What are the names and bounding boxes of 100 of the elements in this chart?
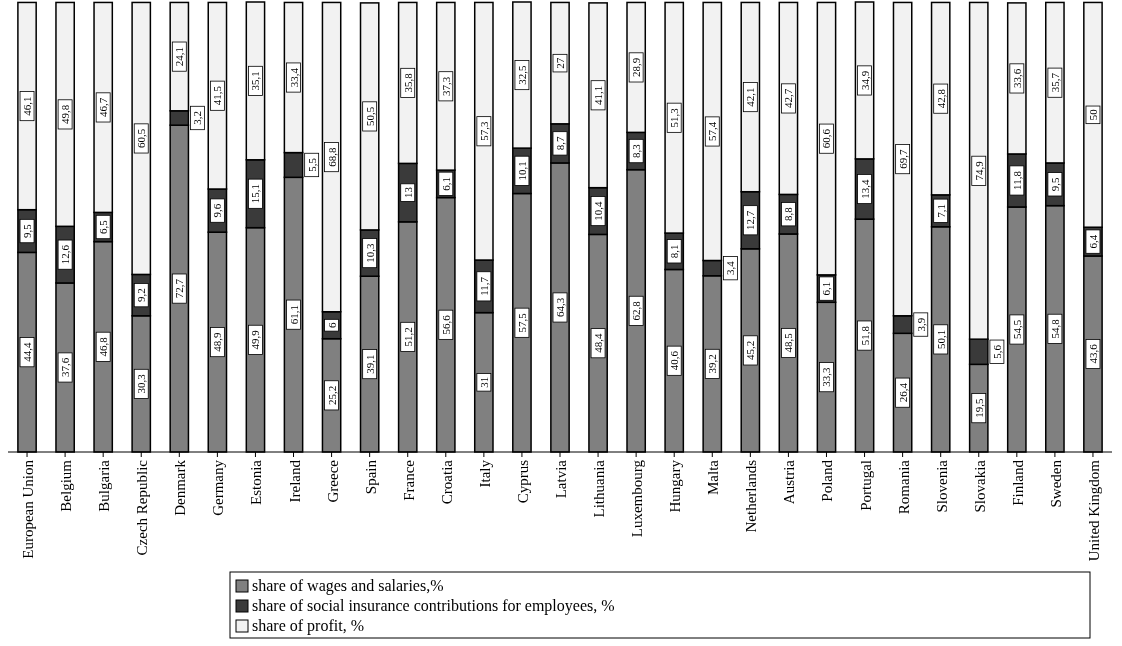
x-tick-label: Estonia [248, 459, 265, 505]
data-label: 39,2 [706, 354, 719, 374]
data-label: 8,8 [782, 206, 795, 222]
data-label: 68,8 [325, 146, 338, 167]
data-label: 19,5 [972, 398, 985, 418]
data-label: 42,7 [782, 88, 795, 109]
data-label: 69,7 [896, 148, 909, 169]
data-label: 48,9 [211, 331, 224, 352]
x-tick-label: Portugal [857, 460, 874, 511]
data-label: 7,1 [934, 203, 947, 218]
x-tick-label: Hungary [667, 459, 684, 513]
data-label: 33,3 [820, 367, 833, 387]
data-label: 30,3 [135, 373, 148, 394]
data-label: 26,4 [896, 382, 909, 403]
x-tick-label: Luxembourg [629, 459, 646, 538]
data-label: 3,2 [191, 111, 204, 125]
data-label: 6,5 [97, 219, 110, 234]
data-label: 9,6 [211, 203, 224, 218]
data-label: 50 [1086, 108, 1099, 121]
data-label: 50,1 [934, 329, 947, 350]
data-label: 33,6 [1010, 68, 1023, 89]
data-label: 10,4 [592, 200, 605, 221]
data-label: 12,7 [744, 210, 757, 230]
x-tick-label: Bulgaria [96, 459, 113, 512]
data-label: 46,7 [97, 97, 110, 118]
x-tick-label: Germany [210, 459, 227, 516]
x-tick-label: Slovakia [971, 459, 988, 513]
data-label: 54,5 [1010, 319, 1023, 340]
data-label: 62,8 [630, 300, 643, 321]
data-label: 31 [477, 376, 490, 388]
x-tick-label: Spain [362, 459, 379, 495]
data-label: 11,8 [1010, 170, 1023, 190]
data-label: 8,1 [668, 244, 681, 259]
x-tick-label: Malta [705, 459, 722, 495]
x-tick-label: Croatia [438, 459, 455, 505]
data-label: 40,6 [668, 350, 681, 371]
data-label: 24,1 [173, 47, 186, 67]
x-tick-label: Latvia [553, 459, 569, 499]
data-label: 42,1 [744, 87, 757, 107]
data-label: 41,1 [592, 85, 605, 105]
data-label: 33,4 [287, 67, 300, 88]
data-label: 25,2 [325, 385, 338, 405]
x-tick-label: Romania [895, 459, 912, 515]
data-label: 28,9 [630, 57, 643, 78]
data-label: 32,5 [515, 64, 528, 85]
data-label: 50,5 [363, 106, 376, 127]
x-tick-label: Denmark [172, 459, 189, 516]
data-label: 64,3 [554, 297, 566, 318]
data-label: 37,3 [439, 76, 452, 96]
data-label: 57,4 [706, 121, 719, 142]
x-tick-label: Finland [1009, 459, 1026, 506]
data-label: 6,1 [820, 281, 833, 296]
data-label: 49,9 [249, 329, 262, 350]
x-tick-label: Austria [781, 459, 798, 505]
x-tick-label: Belgium [58, 459, 75, 512]
data-label: 6 [325, 321, 338, 328]
data-label: 48,5 [782, 332, 795, 353]
data-label: 72,7 [173, 278, 186, 299]
data-label: 51,3 [668, 107, 681, 128]
data-label: 15,1 [249, 184, 262, 204]
legend-label: share of social insurance contributions for employees, % [252, 597, 615, 615]
x-tick-label: Slovenia [933, 459, 950, 513]
x-tick-label: European Union [20, 459, 37, 559]
data-label: 57,3 [477, 121, 490, 141]
data-label: 39,1 [363, 354, 376, 374]
x-tick-label: Greece [324, 459, 341, 503]
x-tick-label: Sweden [1047, 459, 1064, 508]
data-label: 37,6 [59, 357, 72, 378]
data-label: 35,7 [1048, 72, 1061, 93]
data-label: 54,8 [1048, 318, 1061, 339]
data-label: 13 [401, 186, 414, 199]
data-label: 9,2 [135, 288, 148, 302]
data-label: 49,8 [59, 104, 72, 125]
data-label: 8,3 [630, 143, 643, 158]
data-label: 51,8 [858, 325, 871, 346]
data-label: 11,7 [477, 276, 490, 296]
data-label: 46,1 [21, 96, 34, 116]
data-label: 48,4 [592, 333, 605, 353]
data-label: 10,3 [363, 242, 376, 263]
data-label: 9,5 [21, 223, 34, 238]
x-tick-label: Poland [819, 459, 836, 502]
data-label: 6,1 [439, 176, 452, 191]
x-tick-label: United Kingdom [1085, 459, 1102, 562]
data-label: 61,1 [287, 305, 300, 325]
x-tick-label: Czech Republic [134, 459, 151, 556]
data-label: 60,5 [135, 128, 148, 149]
data-label: 12,6 [59, 244, 72, 265]
legend-label: share of profit, % [252, 617, 364, 635]
x-tick-label: Italy [476, 459, 493, 488]
data-label: 45,2 [744, 340, 757, 361]
data-label: 42,8 [934, 88, 947, 109]
data-label: 5,5 [305, 157, 318, 172]
data-label: 3,9 [914, 317, 927, 332]
data-label: 27 [554, 57, 566, 69]
data-label: 57,5 [515, 312, 528, 333]
data-label: 46,8 [97, 336, 110, 357]
data-label: 3,4 [724, 260, 737, 276]
data-label: 43,6 [1086, 343, 1099, 364]
data-label: 5,6 [990, 344, 1003, 359]
legend-label: share of wages and salaries,% [252, 577, 444, 595]
